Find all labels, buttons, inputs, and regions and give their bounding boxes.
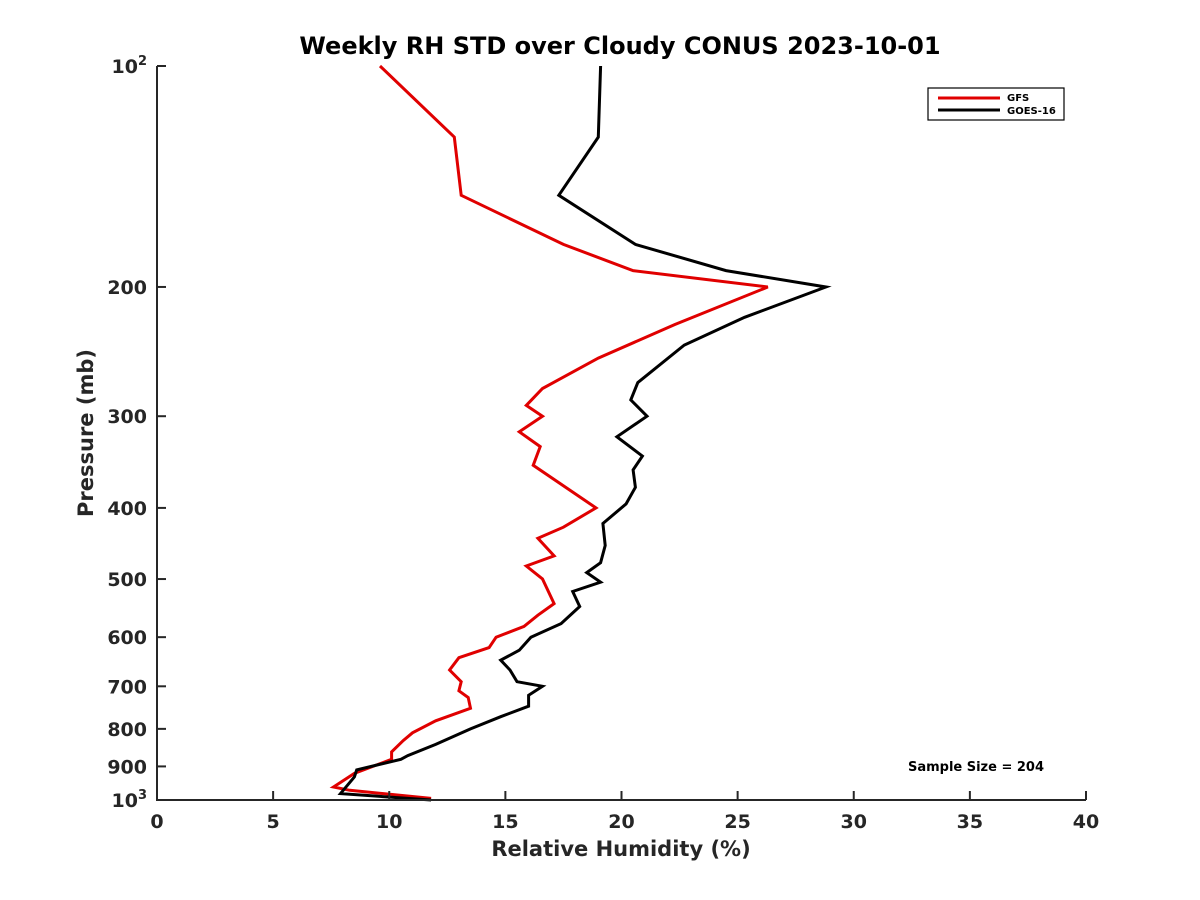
x-axis-label: Relative Humidity (%) [491, 837, 750, 861]
chart-title: Weekly RH STD over Cloudy CONUS 2023-10-… [299, 32, 940, 60]
y-tick-label: 500 [107, 569, 147, 591]
y-tick-label: 700 [107, 676, 147, 698]
y-ticks: 102 200 300 400 500 600 700 800 900 103 [107, 54, 166, 812]
x-tick-label: 35 [957, 811, 983, 833]
legend-box [927, 87, 1065, 121]
sample-size-annotation: Sample Size = 204 [908, 760, 1044, 775]
x-tick-label: 0 [150, 811, 163, 833]
series-layer [329, 64, 832, 802]
legend: GFS GOES-16 [927, 87, 1065, 121]
y-tick-label: 400 [107, 498, 147, 520]
y-tick-label: 102 [112, 54, 148, 78]
x-tick-label: 25 [724, 811, 750, 833]
legend-label-goes16: GOES-16 [1007, 106, 1056, 117]
x-ticks: 0 5 10 15 20 25 30 35 40 [150, 791, 1099, 833]
series-line-gfs [329, 64, 769, 800]
series-line-goes16 [337, 65, 832, 802]
y-tick-label: 300 [107, 406, 147, 428]
legend-label-gfs: GFS [1007, 93, 1029, 104]
x-tick-label: 5 [267, 811, 280, 833]
y-tick-label: 103 [112, 788, 148, 812]
y-axis-label: Pressure (mb) [74, 349, 98, 517]
x-tick-label: 15 [492, 811, 518, 833]
y-tick-label: 900 [107, 756, 147, 778]
x-tick-label: 40 [1073, 811, 1099, 833]
y-tick-label: 600 [107, 627, 147, 649]
x-tick-label: 20 [608, 811, 634, 833]
y-tick-label: 800 [107, 719, 147, 741]
y-tick-label: 200 [107, 277, 147, 299]
x-tick-label: 30 [841, 811, 867, 833]
x-tick-label: 10 [376, 811, 402, 833]
